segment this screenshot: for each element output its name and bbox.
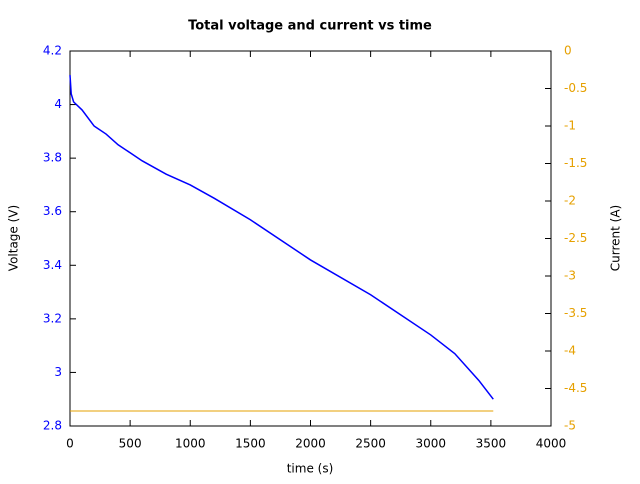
x-tick-label: 2500	[355, 437, 386, 451]
x-tick-label: 4000	[536, 437, 567, 451]
y2-tick-label: -3	[564, 269, 576, 283]
y2-tick-label: 0	[564, 44, 572, 58]
y-tick-label: 3	[54, 365, 62, 379]
x-tick-label: 3500	[476, 437, 507, 451]
y-tick-label: 3.4	[43, 258, 62, 272]
x-tick-label: 500	[119, 437, 142, 451]
y2-tick-label: -1	[564, 119, 576, 133]
y-axis-label: Voltage (V)	[7, 205, 21, 271]
y2-tick-label: -4.5	[564, 381, 587, 395]
chart-title: Total voltage and current vs time	[188, 19, 432, 34]
y-tick-label: 4	[54, 97, 62, 111]
y-tick-label: 2.8	[43, 419, 62, 433]
y2-tick-label: -5	[564, 419, 576, 433]
x-tick-label: 1000	[175, 437, 206, 451]
y-tick-label: 3.6	[43, 204, 62, 218]
y2-axis-label: Current (A)	[609, 205, 623, 271]
x-axis-label: time (s)	[287, 462, 334, 476]
series-line	[69, 75, 494, 400]
y2-tick-label: -4	[564, 344, 576, 358]
y-tick-label: 3.2	[43, 311, 62, 325]
y2-tick-label: -2.5	[564, 231, 587, 245]
x-tick-label: 2000	[295, 437, 326, 451]
y2-tick-label: -2	[564, 194, 576, 208]
y-tick-label: 3.8	[43, 151, 62, 165]
x-tick-label: 0	[66, 437, 74, 451]
x-tick-label: 3000	[415, 437, 446, 451]
y2-tick-label: -0.5	[564, 81, 587, 95]
y-tick-label: 4.2	[43, 44, 62, 58]
y2-tick-label: -3.5	[564, 306, 587, 320]
y2-tick-label: -1.5	[564, 156, 587, 170]
x-tick-label: 1500	[235, 437, 266, 451]
